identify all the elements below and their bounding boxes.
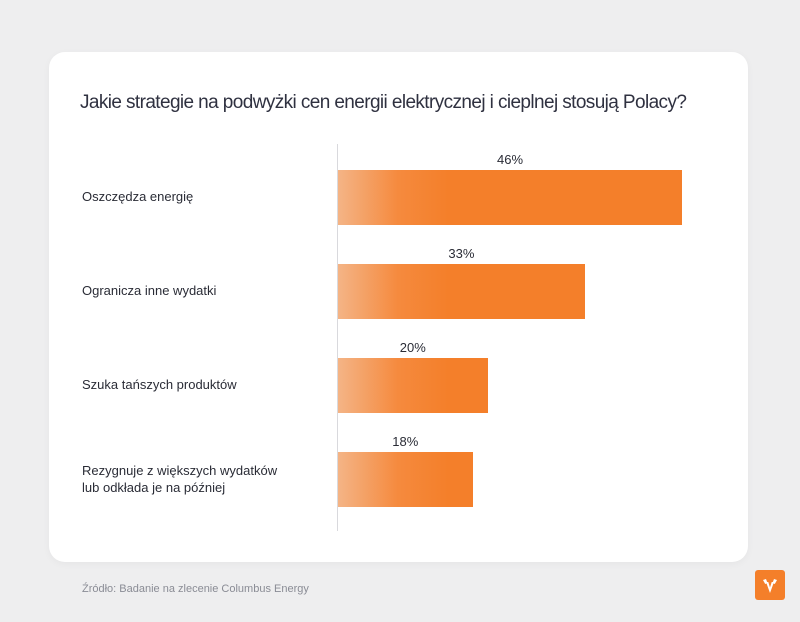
category-label: Ogranicza inne wydatki	[82, 283, 217, 298]
columbus-energy-logo-icon	[755, 570, 785, 600]
category-label: Rezygnuje z większych wydatków lub odkła…	[82, 462, 278, 495]
bar	[338, 452, 473, 507]
category-label: Szuka tańszych produktów	[82, 377, 237, 392]
bar-value-label: 46%	[496, 152, 524, 167]
chart-title: Jakie strategie na podwyżki cen energii …	[80, 92, 687, 113]
bar-value-label: 18%	[392, 434, 419, 449]
source-note: Źródło: Badanie na zlecenie Columbus Ene…	[82, 583, 309, 595]
bar-value-label: 20%	[399, 340, 426, 355]
category-axis-line	[337, 144, 338, 531]
bar-value-label: 33%	[448, 246, 475, 261]
bar	[338, 170, 682, 225]
bar	[338, 358, 488, 413]
bar	[338, 264, 585, 319]
category-label: Oszczędza energię	[82, 189, 194, 204]
